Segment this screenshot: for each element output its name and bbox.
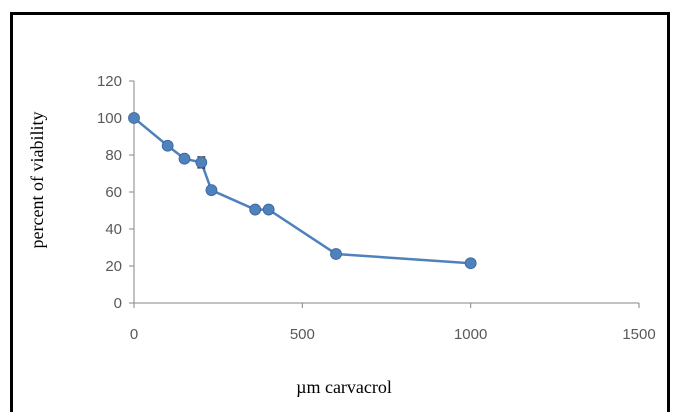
y-tick-label: 60 <box>105 184 122 201</box>
data-point <box>161 139 174 152</box>
y-tick-label: 0 <box>114 295 122 312</box>
x-axis-title: µm carvacrol <box>296 377 392 397</box>
data-point <box>330 248 342 260</box>
y-axis-title: percent of viability <box>27 112 47 249</box>
x-tick-label: 500 <box>290 326 315 343</box>
data-point <box>195 156 208 169</box>
x-tick-labels: 0 500 1000 1500 <box>130 326 656 343</box>
data-point <box>205 184 218 197</box>
data-point <box>464 257 477 270</box>
y-tick-label: 120 <box>97 73 122 90</box>
axes <box>129 80 640 308</box>
y-tick-label: 20 <box>105 258 122 275</box>
x-tick-label: 1000 <box>454 326 487 343</box>
y-tick-labels: 0 20 40 60 80 100 120 <box>97 73 122 312</box>
data-series <box>128 112 477 270</box>
chart-frame <box>10 12 670 412</box>
series-line <box>133 117 471 265</box>
data-point <box>249 203 262 216</box>
data-point <box>128 112 140 124</box>
x-tick-label: 0 <box>130 326 138 343</box>
y-tick-label: 80 <box>105 147 122 164</box>
data-point <box>178 152 191 165</box>
y-tick-label: 40 <box>105 221 122 238</box>
data-point <box>262 203 275 216</box>
x-tick-label: 1500 <box>622 326 655 343</box>
y-tick-label: 100 <box>97 110 122 127</box>
